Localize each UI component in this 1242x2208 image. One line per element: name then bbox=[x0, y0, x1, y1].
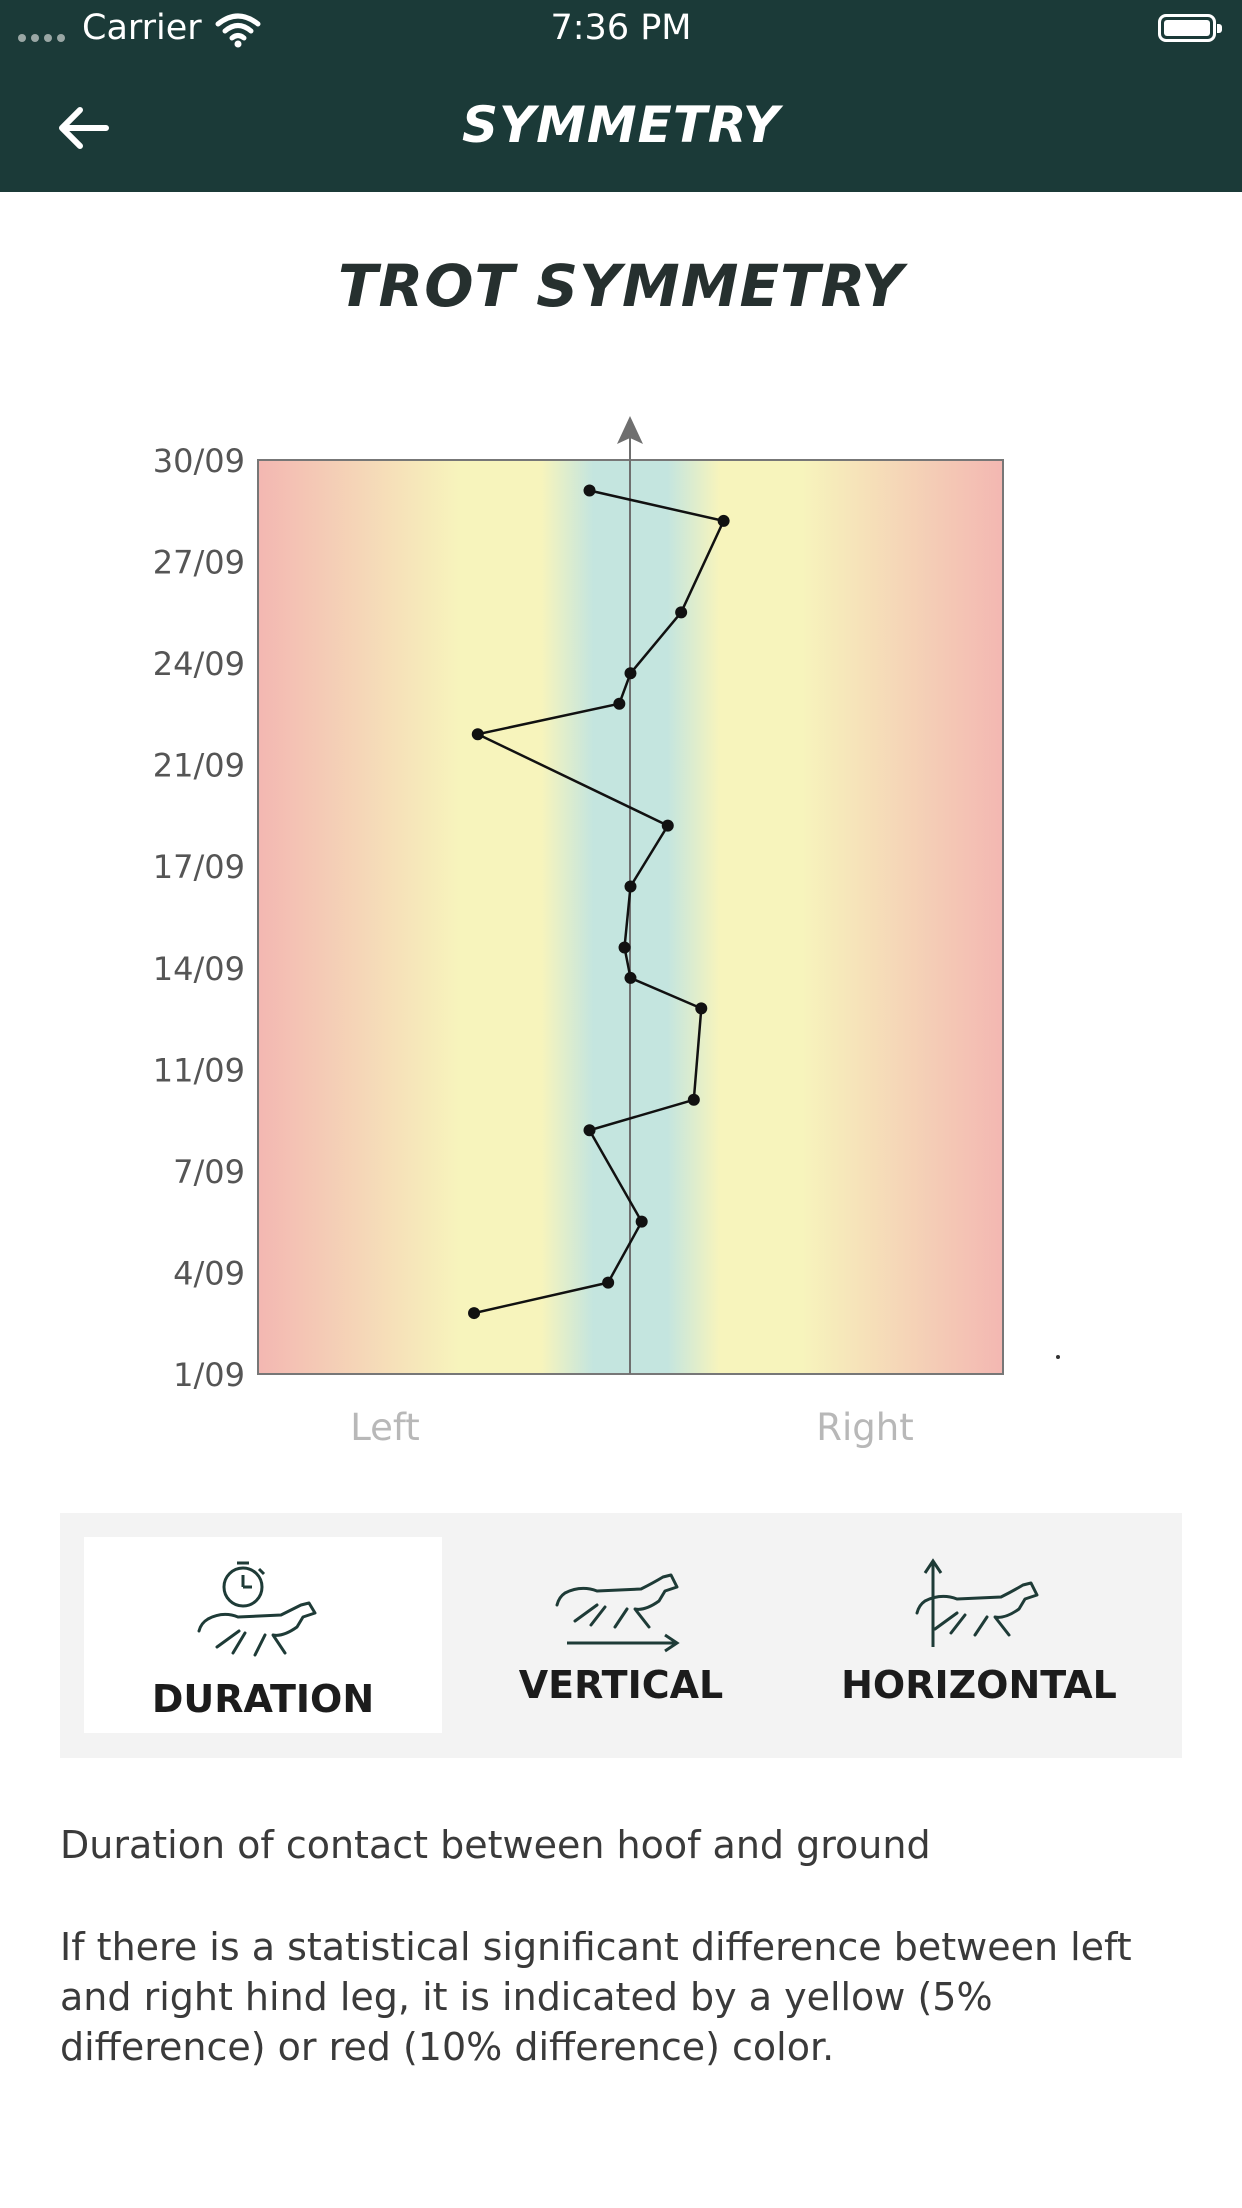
chart-title: TROT SYMMETRY bbox=[337, 252, 904, 320]
description-body: If there is a statistical significant di… bbox=[60, 1925, 1132, 2069]
data-point bbox=[583, 1124, 596, 1137]
symmetry-chart: 1/09 4/09 7/09 11/09 14/09 17/09 21/09 24/09 27/… bbox=[153, 416, 1060, 1394]
center-axis-arrowhead bbox=[617, 416, 643, 444]
data-point bbox=[661, 819, 674, 832]
metric-tabs: DURATION VERTICAL HORIZONTAL bbox=[60, 1513, 1182, 1758]
series-line bbox=[473, 489, 726, 1315]
y-tick-label: 4/09 bbox=[173, 1254, 245, 1292]
data-point bbox=[471, 728, 484, 741]
data-point bbox=[613, 697, 626, 710]
wifi-icon bbox=[215, 13, 261, 48]
y-tick-label: 1/09 bbox=[173, 1356, 245, 1394]
signal-icon bbox=[18, 34, 65, 42]
data-point bbox=[624, 971, 637, 984]
left-side-label: Left bbox=[350, 1406, 420, 1449]
y-tick-label: 14/09 bbox=[153, 950, 245, 988]
back-arrow-icon[interactable] bbox=[52, 96, 116, 160]
data-point bbox=[695, 1002, 708, 1015]
y-tick-label: 21/09 bbox=[153, 747, 245, 785]
horse-vertical-arrow-icon bbox=[915, 1558, 1039, 1647]
app-header: Carrier 7:36 PM SYMMETRY bbox=[0, 0, 1242, 192]
data-point bbox=[468, 1307, 481, 1320]
data-point bbox=[618, 941, 631, 954]
carrier-label: Carrier bbox=[82, 8, 202, 48]
tab-duration[interactable]: DURATION bbox=[84, 1537, 442, 1733]
status-bar: Carrier 7:36 PM bbox=[0, 0, 1242, 60]
tab-vertical[interactable]: VERTICAL bbox=[442, 1537, 800, 1733]
y-tick-label: 30/09 bbox=[153, 442, 245, 480]
status-time: 7:36 PM bbox=[550, 8, 692, 48]
y-tick-label: 24/09 bbox=[153, 645, 245, 683]
data-point bbox=[583, 484, 596, 497]
tab-duration-label: DURATION bbox=[151, 1677, 375, 1721]
data-point bbox=[602, 1276, 615, 1289]
tab-horizontal[interactable]: HORIZONTAL bbox=[800, 1537, 1158, 1733]
data-point bbox=[624, 880, 637, 893]
data-point bbox=[635, 1215, 648, 1228]
stray-dot bbox=[1056, 1355, 1060, 1359]
tab-horizontal-label: HORIZONTAL bbox=[841, 1663, 1117, 1707]
data-point bbox=[624, 667, 637, 680]
y-tick-label: 11/09 bbox=[153, 1051, 245, 1089]
page-title: SYMMETRY bbox=[461, 96, 781, 154]
tab-vertical-label: VERTICAL bbox=[518, 1663, 724, 1707]
right-side-label: Right bbox=[816, 1406, 914, 1449]
y-tick-label: 17/09 bbox=[153, 848, 245, 886]
battery-icon bbox=[1158, 14, 1222, 42]
data-point bbox=[687, 1093, 700, 1106]
data-point bbox=[675, 606, 688, 619]
description-title: Duration of contact between hoof and gro… bbox=[60, 1823, 931, 1867]
series-points bbox=[468, 484, 730, 1320]
data-point bbox=[717, 514, 730, 527]
y-tick-label: 7/09 bbox=[173, 1153, 245, 1191]
stopwatch-horse-icon bbox=[197, 1561, 317, 1657]
y-axis-ticks: 1/09 4/09 7/09 11/09 14/09 17/09 21/09 24/09 27/… bbox=[153, 442, 245, 1394]
horse-horizontal-arrow-icon bbox=[555, 1573, 680, 1653]
y-tick-label: 27/09 bbox=[153, 544, 245, 582]
